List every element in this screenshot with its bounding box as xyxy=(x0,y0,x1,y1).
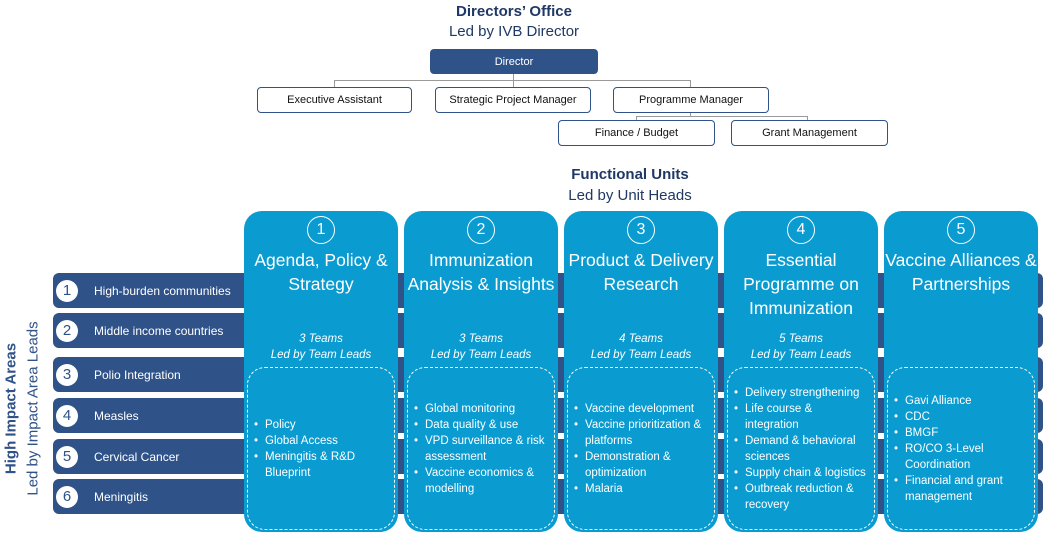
team-item: Meningitis & R&D Blueprint xyxy=(254,449,388,481)
team-list: Global monitoringData quality & useVPD s… xyxy=(414,401,548,497)
executive-assistant-box: Executive Assistant xyxy=(257,87,412,113)
team-item: VPD surveillance & risk assessment xyxy=(414,433,548,465)
unit-number: 2 xyxy=(467,216,495,244)
team-list: Vaccine developmentVaccine prioritizatio… xyxy=(574,401,708,497)
unit-number: 4 xyxy=(787,216,815,244)
teams-box: PolicyGlobal AccessMeningitis & R&D Blue… xyxy=(247,367,395,530)
teams-box: Gavi AllianceCDCBMGFRO/CO 3-Level Coordi… xyxy=(887,367,1035,530)
area-number: 3 xyxy=(56,363,78,386)
area-label: Cervical Cancer xyxy=(94,449,180,464)
team-count: 5 Teams xyxy=(779,333,823,345)
team-item: BMGF xyxy=(894,425,1028,441)
area-number: 2 xyxy=(56,319,78,342)
area-number: 6 xyxy=(56,485,78,508)
team-item: Outbreak reduction & recovery xyxy=(734,481,868,513)
team-item: Malaria xyxy=(574,481,708,497)
teams-box: Global monitoringData quality & useVPD s… xyxy=(407,367,555,530)
area-number: 5 xyxy=(56,445,78,468)
grant-management-box: Grant Management xyxy=(731,120,888,146)
team-item: Data quality & use xyxy=(414,417,548,433)
team-item: Gavi Alliance xyxy=(894,393,1028,409)
unit-title: Essential Programme on Immunization xyxy=(743,250,859,318)
area-number: 4 xyxy=(56,404,78,427)
team-item: Financial and grant management xyxy=(894,473,1028,505)
unit-number: 3 xyxy=(627,216,655,244)
functional-units-subtitle: Led by Unit Heads xyxy=(568,187,692,204)
area-number: 1 xyxy=(56,279,78,302)
unit-number: 1 xyxy=(307,216,335,244)
unit-title: Agenda, Policy & Strategy xyxy=(254,250,388,294)
team-item: Global monitoring xyxy=(414,401,548,417)
team-lead: Led by Team Leads xyxy=(590,349,692,361)
high-impact-subtitle: Led by Impact Area Leads xyxy=(24,321,42,496)
area-label: Meningitis xyxy=(94,489,149,504)
unit-number: 5 xyxy=(947,216,975,244)
team-list: Delivery strengtheningLife course & inte… xyxy=(734,385,868,513)
functional-unit-3: 3 Product & Delivery Research 4 Teams Led… xyxy=(564,211,718,532)
high-impact-title: High Impact Areas xyxy=(2,342,20,475)
teams-box: Vaccine developmentVaccine prioritizatio… xyxy=(567,367,715,530)
team-item: RO/CO 3-Level Coordination xyxy=(894,441,1028,473)
unit-title: Vaccine Alliances & Partnerships xyxy=(885,250,1037,294)
team-list: PolicyGlobal AccessMeningitis & R&D Blue… xyxy=(254,417,388,481)
functional-unit-5: 5 Vaccine Alliances & Partnerships Gavi … xyxy=(884,211,1038,532)
team-count: 4 Teams xyxy=(619,333,663,345)
functional-unit-2: 2 Immunization Analysis & Insights 3 Tea… xyxy=(404,211,558,532)
team-item: Supply chain & logistics xyxy=(734,465,868,481)
team-item: Policy xyxy=(254,417,388,433)
team-lead: Led by Team Leads xyxy=(430,349,532,361)
team-item: Life course & integration xyxy=(734,401,868,433)
directors-office-title: Directors’ Office xyxy=(456,3,572,20)
team-item: Global Access xyxy=(254,433,388,449)
area-label: Middle income countries xyxy=(94,323,224,338)
functional-unit-1: 1 Agenda, Policy & Strategy 3 Teams Led b… xyxy=(244,211,398,532)
functional-unit-4: 4 Essential Programme on Immunization 5 … xyxy=(724,211,878,532)
team-item: Vaccine prioritization & platforms xyxy=(574,417,708,449)
team-item: Delivery strengthening xyxy=(734,385,868,401)
team-item: Demonstration & optimization xyxy=(574,449,708,481)
director-box: Director xyxy=(430,49,598,74)
finance-budget-box: Finance / Budget xyxy=(558,120,715,146)
strategic-project-manager-box: Strategic Project Manager xyxy=(435,87,591,113)
functional-units-title: Functional Units xyxy=(571,166,689,183)
team-item: Vaccine economics & modelling xyxy=(414,465,548,497)
team-item: Vaccine development xyxy=(574,401,708,417)
team-lead: Led by Team Leads xyxy=(270,349,372,361)
directors-office-subtitle: Led by IVB Director xyxy=(448,23,580,40)
area-label: High-burden communities xyxy=(94,283,231,298)
team-count: 3 Teams xyxy=(299,333,343,345)
unit-title: Product & Delivery Research xyxy=(568,250,714,294)
team-item: Demand & behavioral sciences xyxy=(734,433,868,465)
teams-box: Delivery strengtheningLife course & inte… xyxy=(727,367,875,530)
team-item: CDC xyxy=(894,409,1028,425)
team-list: Gavi AllianceCDCBMGFRO/CO 3-Level Coordi… xyxy=(894,393,1028,505)
unit-title: Immunization Analysis & Insights xyxy=(407,250,555,294)
programme-manager-box: Programme Manager xyxy=(613,87,769,113)
team-lead: Led by Team Leads xyxy=(750,349,852,361)
team-count: 3 Teams xyxy=(459,333,503,345)
area-label: Measles xyxy=(94,408,139,423)
area-label: Polio Integration xyxy=(94,367,181,382)
